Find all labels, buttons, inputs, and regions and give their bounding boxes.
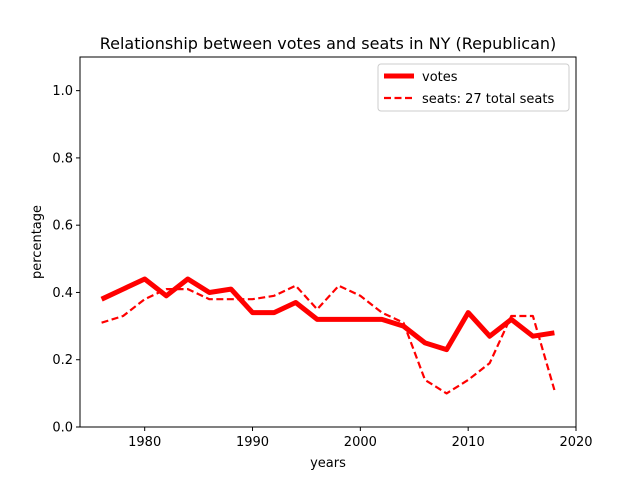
- legend-label-seats: seats: 27 total seats: [422, 92, 554, 107]
- y-tick-label: 0.8: [52, 151, 73, 166]
- legend-label-votes: votes: [422, 70, 458, 85]
- x-tick-label: 2000: [344, 435, 377, 450]
- series-layer: [100, 276, 556, 395]
- y-tick-label: 0.6: [52, 219, 73, 234]
- y-axis: 0.0 0.2 0.4 0.6 0.8 1.0: [52, 84, 80, 436]
- y-tick-label: 0.0: [52, 421, 73, 436]
- x-axis: 1980 1990 2000 2010 2020: [128, 427, 593, 450]
- y-tick-label: 1.0: [52, 84, 73, 99]
- x-tick-label: 2020: [559, 435, 592, 450]
- series-seats-line: [101, 284, 556, 395]
- legend-box: [377, 63, 570, 112]
- x-axis-label: years: [310, 456, 346, 471]
- plot-area: [79, 56, 577, 428]
- y-tick-label: 0.2: [52, 353, 73, 368]
- chart-title: Relationship between votes and seats in …: [100, 34, 557, 53]
- x-tick-label: 1990: [236, 435, 269, 450]
- x-tick-label: 2010: [452, 435, 485, 450]
- series-votes-line: [100, 276, 555, 353]
- y-tick-label: 0.4: [52, 286, 73, 301]
- x-tick-label: 1980: [128, 435, 161, 450]
- legend: votes seats: 27 total seats: [377, 63, 570, 112]
- y-axis-label: percentage: [30, 205, 45, 279]
